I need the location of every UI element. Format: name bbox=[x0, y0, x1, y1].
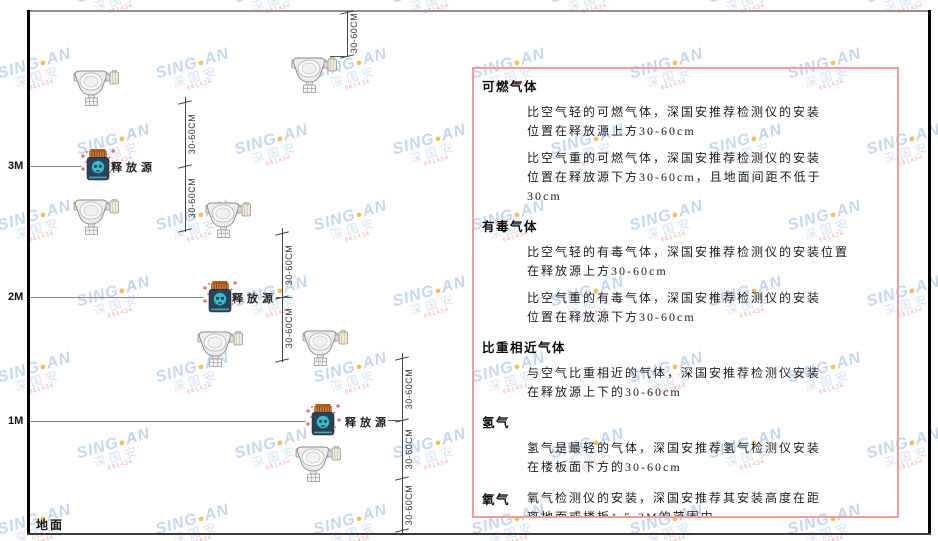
floor-line bbox=[27, 533, 931, 535]
guideline-paragraph: 氢气是最轻的气体，深国安推荐氢气检测仪安装 在楼板面下方的30-60cm bbox=[527, 441, 822, 474]
section-heading: 氧气 bbox=[482, 493, 511, 507]
ground-label: 地面 bbox=[36, 518, 65, 532]
gas-detector-icon-below-2m bbox=[197, 327, 243, 372]
ruler-ceiling bbox=[347, 11, 348, 57]
guideline-paragraph: 氧气检测仪的安装，深国安推荐其安装高度在距 离地面或楼板1.5-2M的范围内 bbox=[527, 491, 822, 518]
height-line-3m bbox=[30, 166, 82, 167]
release-source-icon-2m bbox=[202, 280, 238, 319]
section-hydrogen: 氢气 氢气是最轻的气体，深国安推荐氢气检测仪安装 在楼板面下方的30-60cm bbox=[482, 412, 887, 477]
left-wall-line bbox=[27, 10, 30, 535]
height-line-1m bbox=[30, 421, 306, 422]
section-heading: 氢气 bbox=[482, 416, 511, 430]
connector-ceiling bbox=[330, 56, 348, 57]
section-oxygen: 氧气 氧气检测仪的安装，深国安推荐其安装高度在距 离地面或楼板1.5-2M的范围… bbox=[482, 489, 887, 518]
right-wall-line bbox=[928, 10, 931, 535]
gas-detector-icon-ceiling bbox=[291, 53, 337, 98]
section-heading: 比重相近气体 bbox=[482, 341, 567, 355]
guideline-paragraph: 比空气重的可燃气体，深国安推荐检测仪的安装 位置在释放源下方30-60cm，且地… bbox=[527, 151, 822, 203]
gas-detector-icon-above-2m bbox=[205, 198, 251, 243]
section-similar-density-gas: 比重相近气体 与空气比重相近的气体，深国安推荐检测仪安装 在释放源上下的30-6… bbox=[482, 337, 887, 402]
section-heading: 可燃气体 bbox=[482, 80, 539, 94]
gas-detector-icon-below-1m bbox=[295, 442, 341, 487]
release-source-icon-1m bbox=[305, 403, 341, 442]
ruler-2m bbox=[282, 228, 283, 362]
guideline-paragraph: 比空气轻的可燃气体，深国安推荐检测仪的安装 位置在释放源上方30-60cm bbox=[527, 105, 822, 138]
height-label-3m: 3M bbox=[8, 160, 24, 172]
tick bbox=[275, 358, 289, 363]
section-heading: 有毒气体 bbox=[482, 220, 539, 234]
release-source-label-3m: 释放源 bbox=[111, 162, 156, 174]
section-toxic-gas: 有毒气体 比空气轻的有毒气体，深国安推荐检测仪的安装位置 在释放源上方30-60… bbox=[482, 216, 887, 327]
connector-1m bbox=[388, 420, 404, 421]
release-source-label-2m: 释放源 bbox=[232, 293, 277, 305]
ruler-3m bbox=[185, 97, 186, 232]
ceiling-line bbox=[28, 10, 931, 12]
gas-detector-icon-above-1m bbox=[302, 326, 348, 371]
gas-detector-icon-below-3m bbox=[73, 195, 119, 240]
installation-guideline-panel: 可燃气体 比空气轻的可燃气体，深国安推荐检测仪的安装 位置在释放源上方30-60… bbox=[472, 67, 899, 518]
connector-2m bbox=[276, 297, 292, 298]
section-combustible-gas: 可燃气体 比空气轻的可燃气体，深国安推荐检测仪的安装 位置在释放源上方30-60… bbox=[482, 76, 887, 206]
height-label-1m: 1M bbox=[8, 415, 24, 427]
ruler-1m bbox=[402, 353, 403, 533]
guideline-paragraph: 比空气重的有毒气体，深国安推荐检测仪的安装 位置在释放源下方30-60cm bbox=[527, 291, 822, 324]
guideline-paragraph: 与空气比重相近的气体，深国安推荐检测仪安装 在释放源上下的30-60cm bbox=[527, 366, 822, 399]
height-line-2m bbox=[30, 297, 204, 298]
tick bbox=[178, 228, 192, 233]
release-source-icon-3m bbox=[80, 148, 116, 187]
height-label-2m: 2M bbox=[8, 291, 24, 303]
gas-detector-icon-above-3m bbox=[73, 66, 119, 111]
release-source-label-1m: 释放源 bbox=[345, 417, 390, 429]
guideline-paragraph: 比空气轻的有毒气体，深国安推荐检测仪的安装位置 在释放源上方30-60cm bbox=[527, 245, 850, 278]
